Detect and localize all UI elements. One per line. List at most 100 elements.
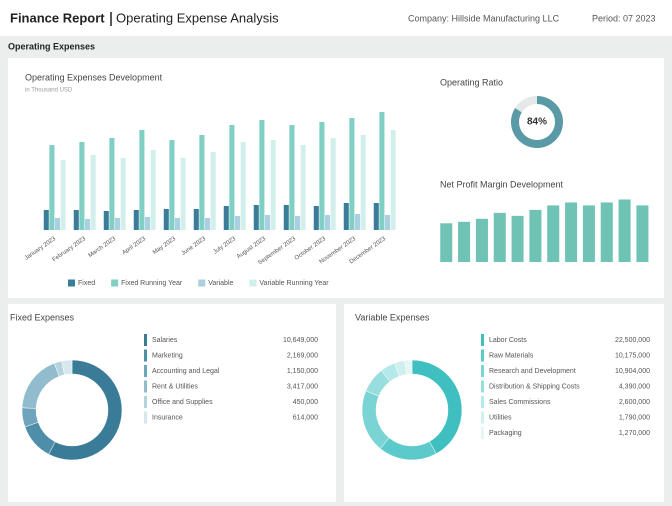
bar [265, 215, 271, 230]
legend-swatch [111, 279, 119, 287]
bar [253, 205, 259, 230]
company: Company: Hillside Manufacturing LLC [408, 13, 560, 23]
legend-swatch [144, 396, 147, 408]
bar [199, 135, 205, 230]
legend-value: 22,500,000 [615, 337, 650, 344]
bar [360, 135, 366, 230]
bar [163, 209, 169, 230]
bar [205, 218, 211, 230]
bar [60, 160, 66, 230]
legend-label: Fixed [78, 280, 95, 287]
bar [330, 138, 336, 230]
legend-swatch [144, 411, 147, 424]
report-subtitle: Operating Expense Analysis [116, 10, 279, 25]
legend-label: Utilities [489, 414, 512, 421]
bar [43, 210, 49, 230]
legend-label: Office and Supplies [152, 399, 213, 406]
bar [618, 199, 631, 262]
legend-label: Sales Commissions [489, 399, 551, 406]
section-title: Operating Expenses [8, 41, 95, 51]
bar [493, 212, 506, 262]
bar [582, 205, 595, 262]
bar [180, 158, 186, 230]
bar [636, 205, 649, 262]
bar [169, 140, 175, 230]
legend-swatch [481, 427, 484, 439]
bar [565, 202, 578, 262]
bar [115, 218, 121, 230]
legend-value: 450,000 [293, 399, 318, 406]
bar [193, 209, 199, 230]
legend-label: Labor Costs [489, 337, 527, 344]
legend-swatch [481, 380, 484, 393]
bar [90, 155, 96, 230]
legend-value: 3,417,000 [287, 383, 318, 390]
legend-value: 1,790,000 [619, 414, 650, 421]
bar [49, 145, 55, 230]
gauge-label: 84% [527, 117, 547, 128]
chart-title: Fixed Expenses [10, 312, 75, 322]
bar [343, 203, 349, 230]
bar [120, 158, 126, 230]
legend-value: 614,000 [293, 414, 318, 421]
bar [109, 138, 115, 230]
bar [313, 206, 319, 230]
legend-value: 4,390,000 [619, 383, 650, 390]
legend-value: 1,150,000 [287, 368, 318, 375]
panel [344, 304, 664, 502]
bar [475, 218, 488, 262]
bar [349, 118, 355, 230]
legend-swatch [481, 365, 484, 377]
bar [600, 202, 613, 262]
header-bar [0, 0, 672, 36]
bar [390, 130, 396, 230]
legend-label: Variable [208, 280, 233, 287]
bar [139, 130, 145, 230]
bar [150, 150, 156, 230]
bar [175, 218, 181, 230]
donut-segment [404, 359, 413, 375]
bar [373, 203, 379, 230]
bar [55, 218, 61, 230]
legend-swatch [68, 279, 75, 287]
legend-label: Variable Running Year [259, 280, 329, 287]
period: Period: 07 2023 [592, 13, 656, 23]
legend-swatch [481, 411, 484, 424]
bar [295, 216, 301, 230]
legend-label: Research and Development [489, 368, 576, 375]
bar [270, 140, 276, 230]
bar [223, 206, 229, 230]
panel [8, 304, 336, 502]
bar [235, 216, 241, 230]
legend-swatch [481, 334, 484, 346]
bar [145, 217, 151, 230]
legend-value: 10,904,000 [615, 368, 650, 375]
bar [529, 209, 542, 262]
bar [73, 210, 79, 230]
legend-label: Raw Materials [489, 352, 534, 359]
bar [229, 125, 235, 230]
legend-value: 10,649,000 [283, 337, 318, 344]
legend-label: Distribution & Shipping Costs [489, 383, 580, 390]
bar [289, 125, 295, 230]
bar [355, 214, 361, 230]
bar [85, 219, 91, 230]
legend-swatch [481, 396, 484, 408]
chart-title: Operating Expenses Development [25, 72, 163, 82]
gauge-arc [511, 96, 563, 149]
bar [547, 205, 560, 262]
legend-value: 10,175,000 [615, 352, 650, 359]
legend-swatch [144, 365, 147, 377]
bar [319, 122, 325, 230]
legend-value: 2,169,000 [287, 352, 318, 359]
bar [283, 205, 289, 230]
bar [300, 145, 306, 230]
bar [325, 215, 331, 230]
legend-label: Insurance [152, 414, 183, 421]
legend-swatch [481, 349, 484, 362]
legend-swatch [249, 279, 257, 287]
legend-swatch [198, 279, 206, 287]
chart-title: Operating Ratio [440, 77, 503, 87]
legend-value: 2,600,000 [619, 399, 650, 406]
